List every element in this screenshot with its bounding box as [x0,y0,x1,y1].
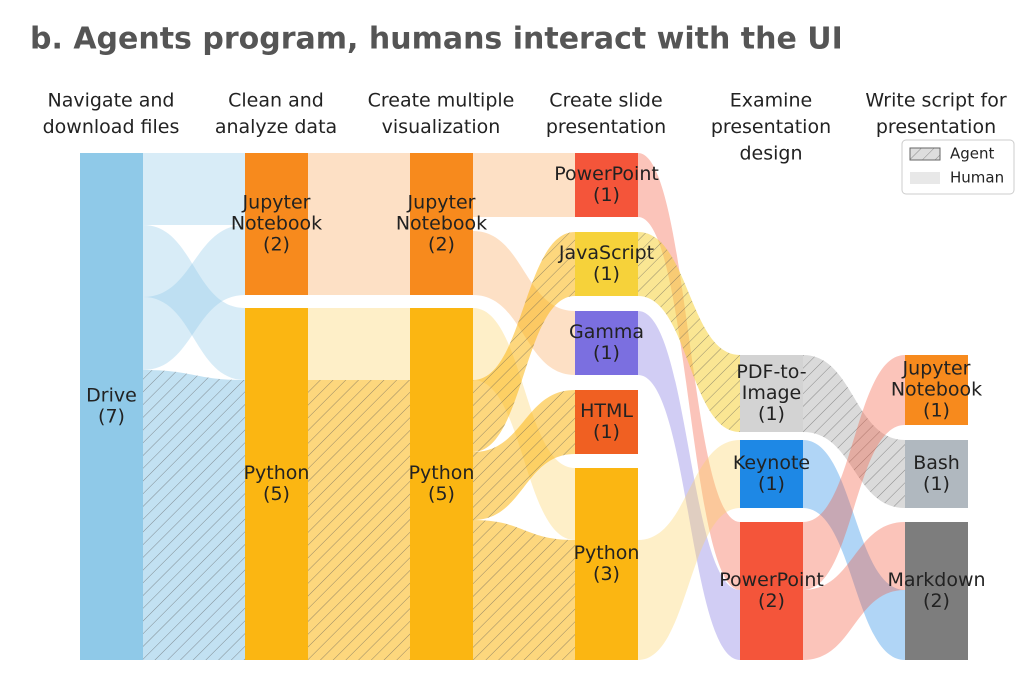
node [410,308,473,660]
node-count: (1) [758,403,785,425]
node-label: Notebook [396,213,487,235]
node-label: Python [574,542,640,564]
node-label: PDF-to- [736,361,806,383]
flow-hatch [803,355,905,508]
node-label: Notebook [891,379,982,401]
node-count: (1) [593,184,620,206]
flow [308,153,410,295]
node-label: Python [244,462,310,484]
node-label: Jupyter [407,192,476,214]
node-label: Drive [86,385,137,407]
legend-agent: Agent [950,145,995,163]
node-count: (1) [923,473,950,495]
node-count: (1) [923,400,950,422]
node-label: JavaScript [558,242,654,264]
node [905,440,968,508]
node [740,440,803,508]
flow-hatch [473,390,575,520]
column-header: presentation [546,116,666,138]
node [575,153,638,217]
column-header: Examine [730,90,812,112]
column-header: analyze data [215,116,337,138]
column-header: presentation [711,116,831,138]
flow [473,231,575,375]
column-header: Write script for [865,90,1007,112]
column-header: design [739,143,802,165]
column-header: Create multiple [368,90,515,112]
node [80,153,143,660]
title: b. Agents program, humans interact with … [30,22,843,57]
flow [638,440,740,660]
node-label: Notebook [231,213,322,235]
node-label: Keynote [733,452,810,474]
node-label: Image [742,382,802,404]
flow [638,311,740,660]
node [575,232,638,296]
node [905,355,968,425]
node-count: (1) [593,342,620,364]
flow [143,225,245,380]
node-count: (7) [98,406,125,428]
node-count: (1) [593,263,620,285]
node-count: (3) [593,563,620,585]
node-label: HTML [580,400,633,422]
node [245,308,308,660]
node-label: PowerPoint [719,569,824,591]
flow-hatch [473,520,575,660]
column-header: Clean and [228,90,324,112]
legend: Agent Human [901,139,1015,195]
node-count: (2) [923,590,950,612]
node [245,153,308,295]
legend-swatch-human [910,172,940,184]
flow [803,440,905,660]
flow [143,225,245,370]
flow-hatch [473,232,575,452]
flow [473,153,575,217]
node [575,468,638,660]
flow-hatch [143,370,245,660]
node [905,522,968,660]
nodes: Drive(7)JupyterNotebook(2)Python(5)Jupyt… [80,153,986,660]
node [575,390,638,454]
node-count: (5) [263,483,290,505]
node [575,311,638,375]
flow [143,153,245,225]
flow-hatch [638,232,740,432]
node-count: (1) [593,421,620,443]
column-header: presentation [876,116,996,138]
flow [638,153,740,590]
node-count: (5) [428,483,455,505]
node-label: Jupyter [902,358,971,380]
column-header: Navigate and [47,90,174,112]
node [410,153,473,295]
node-label: PowerPoint [554,163,659,185]
node-label: Jupyter [242,192,311,214]
flow-hatch [308,380,410,660]
node-count: (1) [758,473,785,495]
node-label: Gamma [569,321,644,343]
node-label: Python [409,462,475,484]
flow [803,522,905,660]
column-header: visualization [382,116,501,138]
flows [143,153,905,660]
node-label: Markdown [887,569,985,591]
node-count: (2) [263,234,290,256]
flow [803,355,905,590]
node-count: (2) [758,590,785,612]
legend-human: Human [950,169,1004,187]
node-count: (2) [428,234,455,256]
column-header: Create slide [549,90,662,112]
column-header: download files [43,116,180,138]
node [740,355,803,432]
node [740,522,803,660]
legend-swatch-agent-hatch [909,147,941,161]
node-label: Bash [913,452,960,474]
flow [308,308,410,380]
